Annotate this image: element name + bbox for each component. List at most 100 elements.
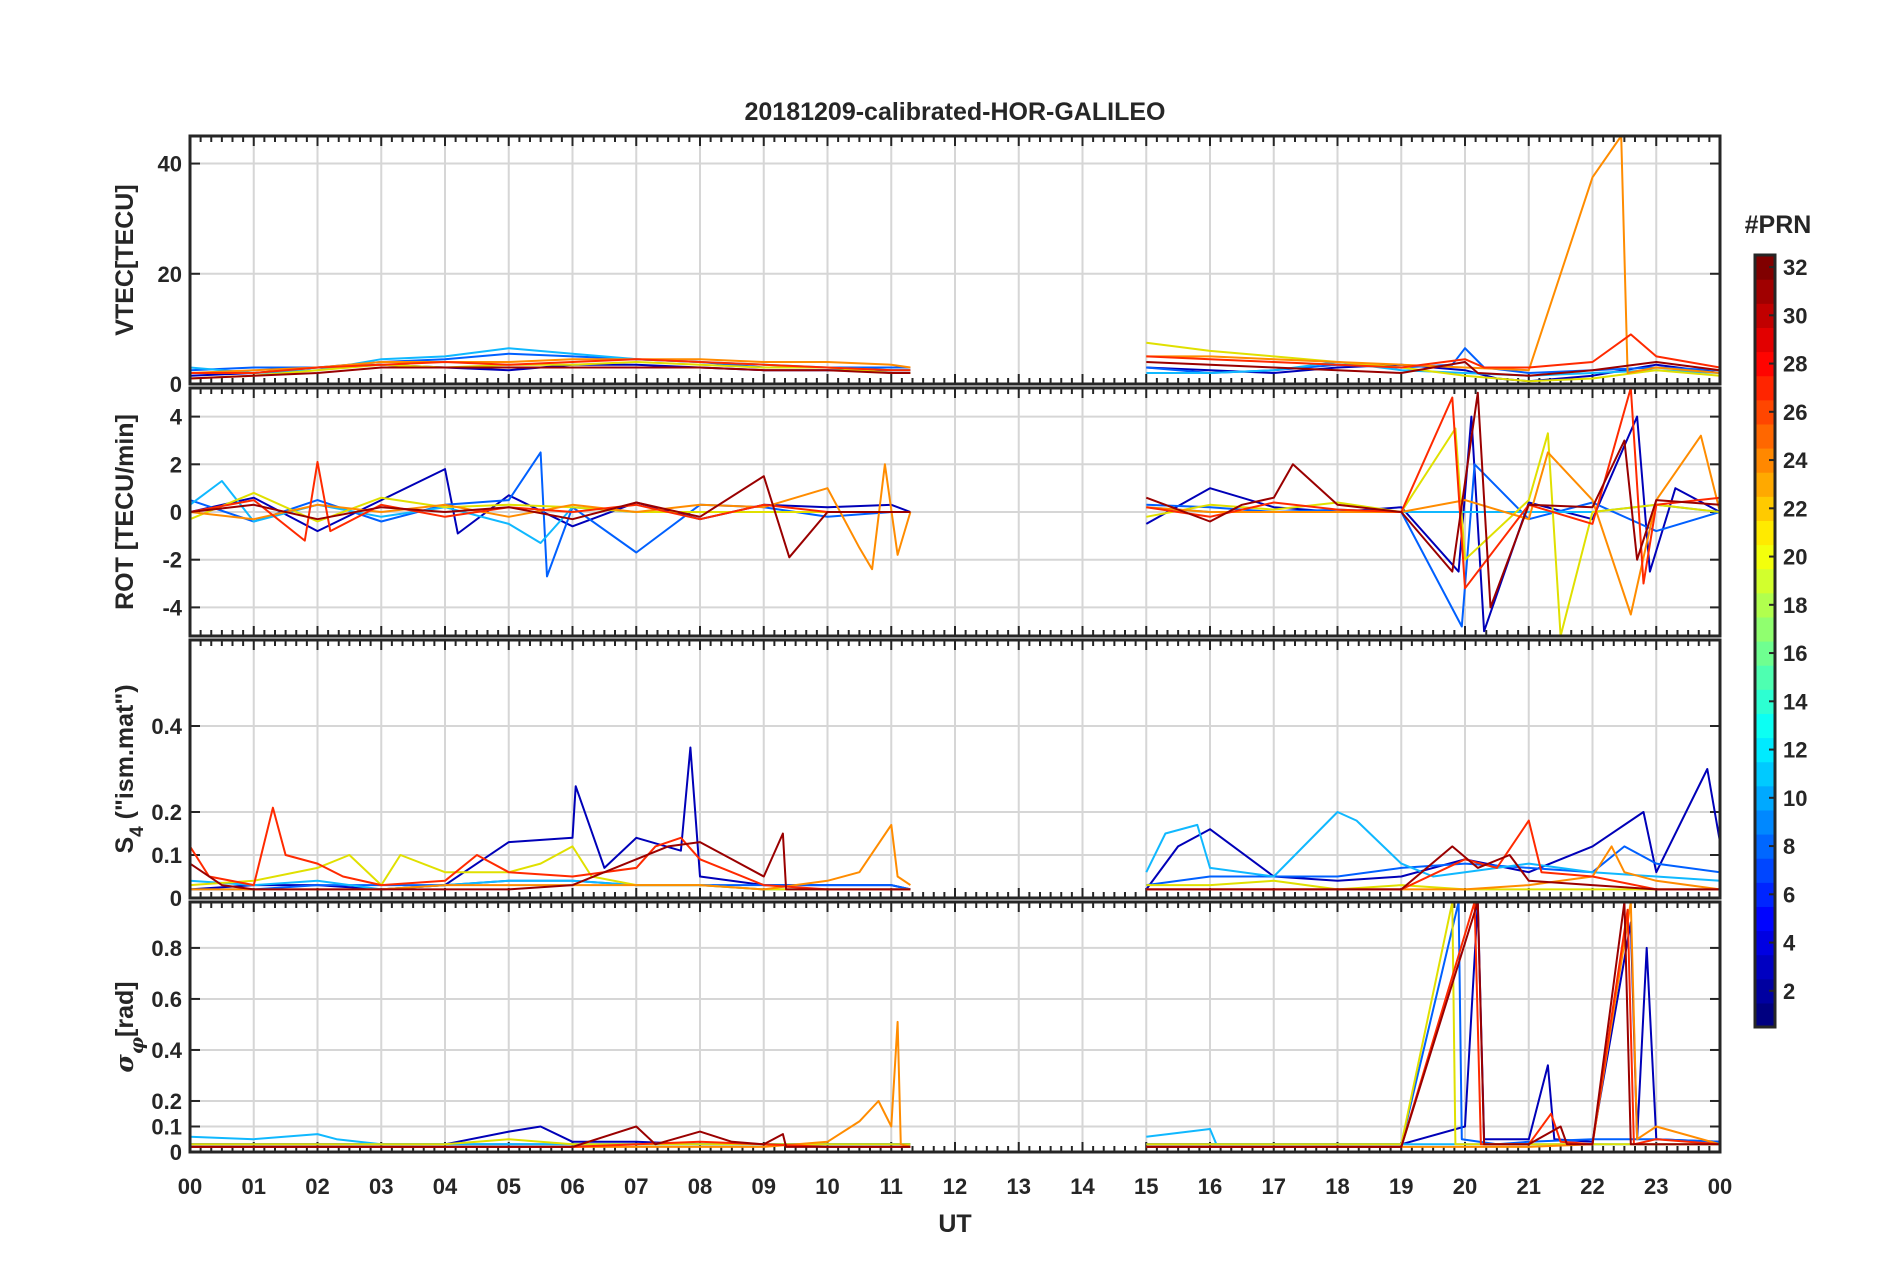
x-tick-label: 21	[1517, 1174, 1541, 1199]
colorbar-swatch	[1755, 689, 1775, 714]
colorbar-swatch	[1755, 882, 1775, 907]
colorbar-swatch	[1755, 761, 1775, 787]
series-prn-23	[190, 823, 911, 891]
x-tick-label: 22	[1580, 1174, 1604, 1199]
series-prn-31	[190, 1125, 911, 1148]
x-tick-label: 03	[369, 1174, 393, 1199]
colorbar-tick-label: 14	[1783, 689, 1808, 714]
series-prn-27	[1146, 388, 1720, 590]
panel-s4: 0 0.1 0.2 0.4S4 ("ism.mat")	[111, 638, 1722, 911]
panel-vtec: 0 20 40 VTEC[TECU]	[111, 134, 1722, 397]
colorbar-tick-label: 28	[1783, 352, 1807, 377]
colorbar-swatch	[1755, 641, 1775, 666]
series-prn-31	[1146, 845, 1720, 891]
colorbar-swatch	[1755, 520, 1775, 546]
colorbar-swatch	[1755, 375, 1775, 401]
y-tick-label: 0	[170, 1140, 182, 1165]
x-tick-label: 08	[688, 1174, 712, 1199]
y-axis-label-sigma: σφ[rad]	[110, 981, 148, 1072]
colorbar-swatch	[1755, 255, 1775, 280]
y-tick-label: 0.4	[151, 714, 182, 739]
series-prn-20	[1146, 427, 1720, 636]
y-tick-label: -2	[162, 548, 182, 573]
colorbar-tick-label: 8	[1783, 834, 1795, 859]
panel-rot: -4 -2 0 2 4 ROT [TECU/min]	[111, 386, 1722, 638]
series-prn-31	[190, 366, 911, 380]
x-axis-label: UT	[938, 1210, 971, 1238]
series-prn-31	[190, 475, 911, 559]
colorbar-tick-label: 6	[1783, 882, 1795, 907]
colorbar-tick-label: 12	[1783, 738, 1807, 763]
colorbar-tick-label: 2	[1783, 979, 1795, 1004]
series-prn-11	[1145, 811, 1720, 882]
colorbar-tick-label: 24	[1783, 448, 1808, 473]
colorbar-tick-label: 22	[1783, 496, 1807, 521]
colorbar-tick-label: 20	[1783, 545, 1807, 570]
series-prn-31	[1146, 902, 1720, 1148]
series-prn-31	[190, 832, 911, 891]
series-prn-27	[190, 806, 911, 891]
series-prn-20	[1146, 902, 1720, 1146]
panel-frame	[188, 900, 1722, 1154]
series-prn-27	[190, 358, 911, 374]
colorbar-swatch	[1755, 858, 1775, 883]
y-tick-label: 0	[170, 372, 182, 397]
y-tick-label: 0	[170, 500, 182, 525]
colorbar-swatch	[1755, 1002, 1775, 1028]
colorbar-swatch	[1755, 930, 1775, 956]
y-tick-label: 0.2	[151, 800, 182, 825]
panel-sigma: 00.10.2 0.4 0.6 0.8σφ[rad]	[110, 900, 1722, 1165]
x-tick-label: 00	[178, 1174, 202, 1199]
colorbar-swatch	[1755, 954, 1775, 980]
colorbar-tick-label: 4	[1783, 931, 1796, 956]
series-prn-23	[1146, 136, 1720, 374]
colorbar-swatch	[1755, 568, 1775, 594]
colorbar-swatch	[1755, 496, 1775, 521]
x-tick-label: 20	[1453, 1174, 1477, 1199]
x-tick-label: 01	[242, 1174, 266, 1199]
y-tick-label: 4	[170, 405, 183, 430]
x-tick-label: 15	[1134, 1174, 1158, 1199]
y-tick-label: 0.4	[151, 1038, 182, 1063]
x-tick-label: 23	[1644, 1174, 1668, 1199]
x-tick-label: 10	[815, 1174, 839, 1199]
panel-frame	[188, 638, 1722, 900]
colorbar-swatch	[1755, 351, 1775, 377]
y-tick-label: 0.1	[151, 843, 182, 868]
colorbar-swatch	[1755, 616, 1775, 642]
x-tick-label: 06	[560, 1174, 584, 1199]
y-axis-label-rot: ROT [TECU/min]	[111, 414, 139, 610]
colorbar-swatch	[1755, 303, 1775, 328]
colorbar-swatch	[1755, 809, 1775, 835]
y-tick-label: 0.6	[151, 987, 182, 1012]
y-tick-label: 0.1	[151, 1114, 182, 1139]
x-tick-label: 02	[305, 1174, 329, 1199]
y-axis-label-vtec: VTEC[TECU]	[111, 184, 139, 335]
series-prn-20	[190, 1138, 911, 1146]
x-tick-label: 07	[624, 1174, 648, 1199]
series-prn-8	[1146, 463, 1720, 628]
colorbar-swatch	[1755, 544, 1775, 570]
series-prn-23	[190, 1020, 911, 1148]
colorbar-tick-label: 10	[1783, 786, 1807, 811]
x-tick-label: 17	[1262, 1174, 1286, 1199]
series-prn-23	[190, 463, 912, 571]
y-tick-label: 0.2	[151, 1089, 182, 1114]
y-tick-label: 0.8	[151, 936, 182, 961]
colorbar-swatch	[1755, 665, 1775, 690]
series-prn-20	[1146, 341, 1720, 383]
colorbar-swatch	[1755, 785, 1775, 811]
y-tick-label: 0	[170, 886, 182, 911]
colorbar-frame	[1753, 253, 1777, 1029]
colorbar-swatch	[1755, 327, 1775, 353]
colorbar-swatch	[1755, 592, 1775, 618]
colorbar-swatch	[1755, 978, 1775, 1004]
colorbar-swatch	[1755, 472, 1775, 497]
y-axis-label-s4: S4 ("ism.mat")	[111, 684, 148, 853]
colorbar-swatch	[1755, 834, 1775, 859]
colorbar-tick-label: 26	[1783, 400, 1807, 425]
colorbar-swatch	[1755, 423, 1775, 449]
x-tick-label: 14	[1070, 1174, 1095, 1199]
